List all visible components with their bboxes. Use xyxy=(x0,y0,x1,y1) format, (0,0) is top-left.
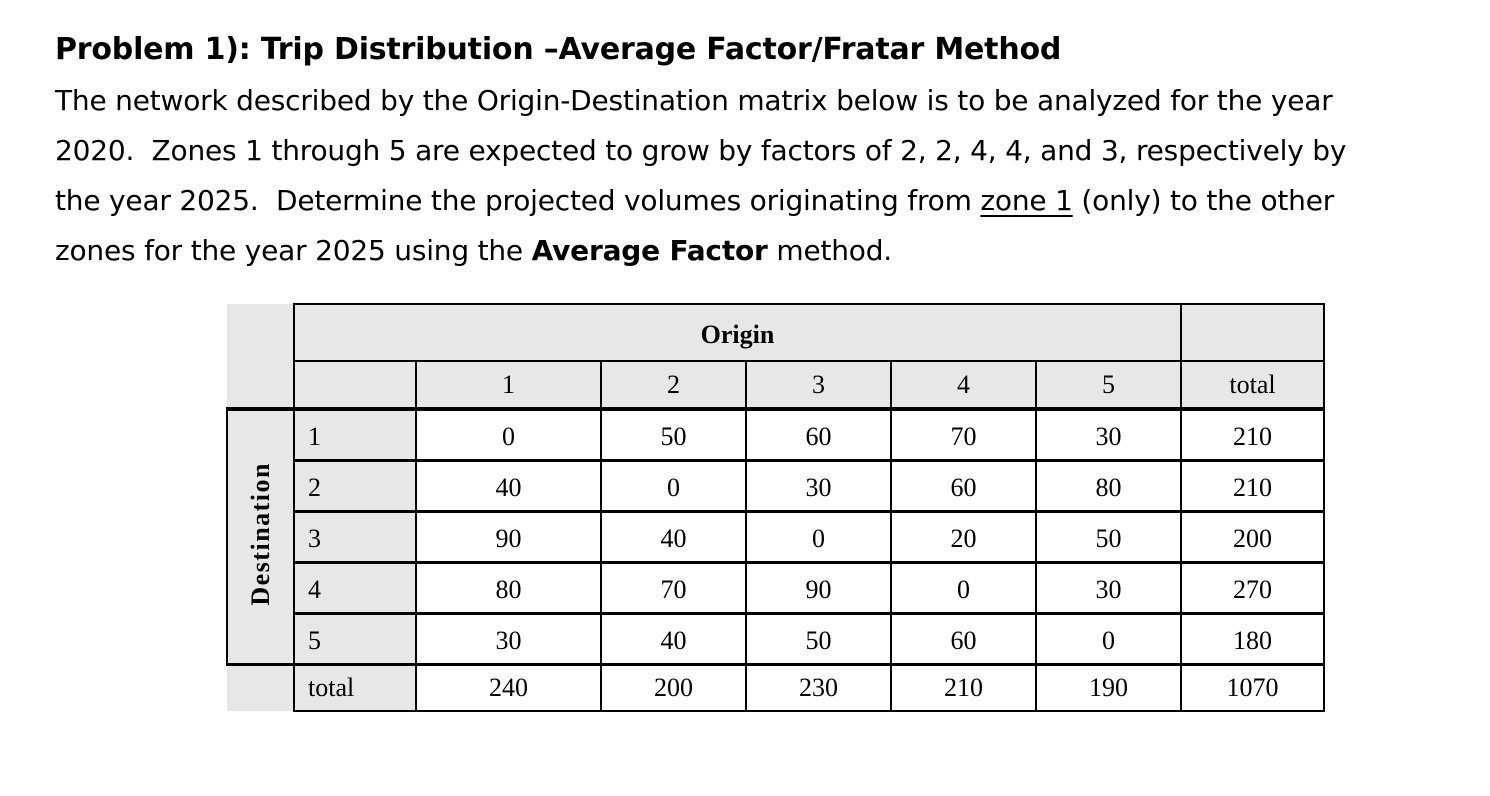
total-row: total 240 200 230 210 190 1070 xyxy=(227,662,1325,712)
table-cell: 240 xyxy=(415,662,602,712)
table-cell: 20 xyxy=(890,509,1037,564)
row-label: 4 xyxy=(293,560,417,615)
row-label: 3 xyxy=(293,509,417,564)
table-cell: 200 xyxy=(1180,509,1325,564)
table-row: Destination 1 0 50 60 70 30 210 xyxy=(226,407,1325,666)
table-cell: 40 xyxy=(600,509,747,564)
table-cell: 200 xyxy=(600,662,747,712)
row-label: 5 xyxy=(293,611,417,666)
destination-header: Destination xyxy=(245,462,275,607)
table-cell: 70 xyxy=(890,407,1037,462)
table-cell: 0 xyxy=(1035,611,1182,666)
statement-line-4-post: method. xyxy=(767,234,893,267)
table-cell: 60 xyxy=(745,407,892,462)
table-cell: 90 xyxy=(415,509,602,564)
statement-line-3-post: (only) to the other xyxy=(1072,184,1335,217)
table-cell: 30 xyxy=(415,611,602,666)
table-cell: 40 xyxy=(415,458,602,513)
table-cell: 50 xyxy=(600,407,747,462)
table-cell: 30 xyxy=(745,458,892,513)
statement-line-2: 2020. Zones 1 through 5 are expected to … xyxy=(55,134,1347,167)
statement-line-4: zones for the year 2025 using the Averag… xyxy=(55,226,1490,276)
total-row-label: total xyxy=(293,662,417,712)
destination-strip-bottom xyxy=(227,662,294,711)
col-header-4: 4 xyxy=(890,360,1037,411)
table-cell: 90 xyxy=(745,560,892,615)
col-header-1: 1 xyxy=(415,360,602,411)
table-cell: 210 xyxy=(1180,458,1325,513)
table-cell: 230 xyxy=(745,662,892,712)
col-header-2: 2 xyxy=(600,360,747,411)
table-cell: 0 xyxy=(890,560,1037,615)
table-cell: 60 xyxy=(890,458,1037,513)
problem-statement: The network described by the Origin-Dest… xyxy=(55,76,1490,276)
table-cell: 1070 xyxy=(1180,662,1325,712)
table-cell: 270 xyxy=(1180,560,1325,615)
table-cell: 210 xyxy=(890,662,1037,712)
table-row: 5 30 40 50 60 0 180 xyxy=(227,611,1325,666)
destination-strip-top xyxy=(227,304,294,409)
row-label-header-cell xyxy=(293,360,417,411)
table-cell: 70 xyxy=(600,560,747,615)
table-cell: 80 xyxy=(415,560,602,615)
table-cell: 180 xyxy=(1180,611,1325,666)
table-cell: 50 xyxy=(1035,509,1182,564)
zone-1-underlined-text: zone 1 xyxy=(980,184,1073,217)
table-row: 4 80 70 90 0 30 270 xyxy=(227,560,1325,615)
table-cell: 80 xyxy=(1035,458,1182,513)
table-cell: 0 xyxy=(600,458,747,513)
table-cell: 30 xyxy=(1035,407,1182,462)
origin-header-row: Origin xyxy=(227,303,1325,409)
col-header-5: 5 xyxy=(1035,360,1182,411)
col-header-3: 3 xyxy=(745,360,892,411)
statement-line-1: The network described by the Origin-Dest… xyxy=(55,84,1333,117)
row-label: 2 xyxy=(293,458,417,513)
destination-header-cell: Destination xyxy=(226,407,295,666)
statement-line-4-pre: zones for the year 2025 using the xyxy=(55,234,532,267)
statement-line-3-pre: the year 2025. Determine the projected v… xyxy=(55,184,981,217)
table-cell: 50 xyxy=(745,611,892,666)
table-cell: 0 xyxy=(415,407,602,462)
table-cell: 190 xyxy=(1035,662,1182,712)
document-page: Problem 1): Trip Distribution –Average F… xyxy=(55,32,1490,712)
table-cell: 30 xyxy=(1035,560,1182,615)
total-column-top-cell xyxy=(1180,303,1325,362)
row-label: 1 xyxy=(293,407,417,462)
origin-destination-matrix: Origin 1 2 3 4 5 total Destination 1 0 5… xyxy=(226,303,1325,712)
table-cell: 210 xyxy=(1180,407,1325,462)
origin-header: Origin xyxy=(293,303,1182,362)
table-cell: 60 xyxy=(890,611,1037,666)
statement-line-3: the year 2025. Determine the projected v… xyxy=(55,176,1490,226)
table-row: 3 90 40 0 20 50 200 xyxy=(227,509,1325,564)
table-cell: 40 xyxy=(600,611,747,666)
problem-title: Problem 1): Trip Distribution –Average F… xyxy=(55,32,1062,67)
column-header-row: 1 2 3 4 5 total xyxy=(227,360,1325,411)
col-header-total: total xyxy=(1180,360,1325,411)
table-cell: 0 xyxy=(745,509,892,564)
average-factor-bold-text: Average Factor xyxy=(531,234,768,267)
table-row: 2 40 0 30 60 80 210 xyxy=(227,458,1325,513)
